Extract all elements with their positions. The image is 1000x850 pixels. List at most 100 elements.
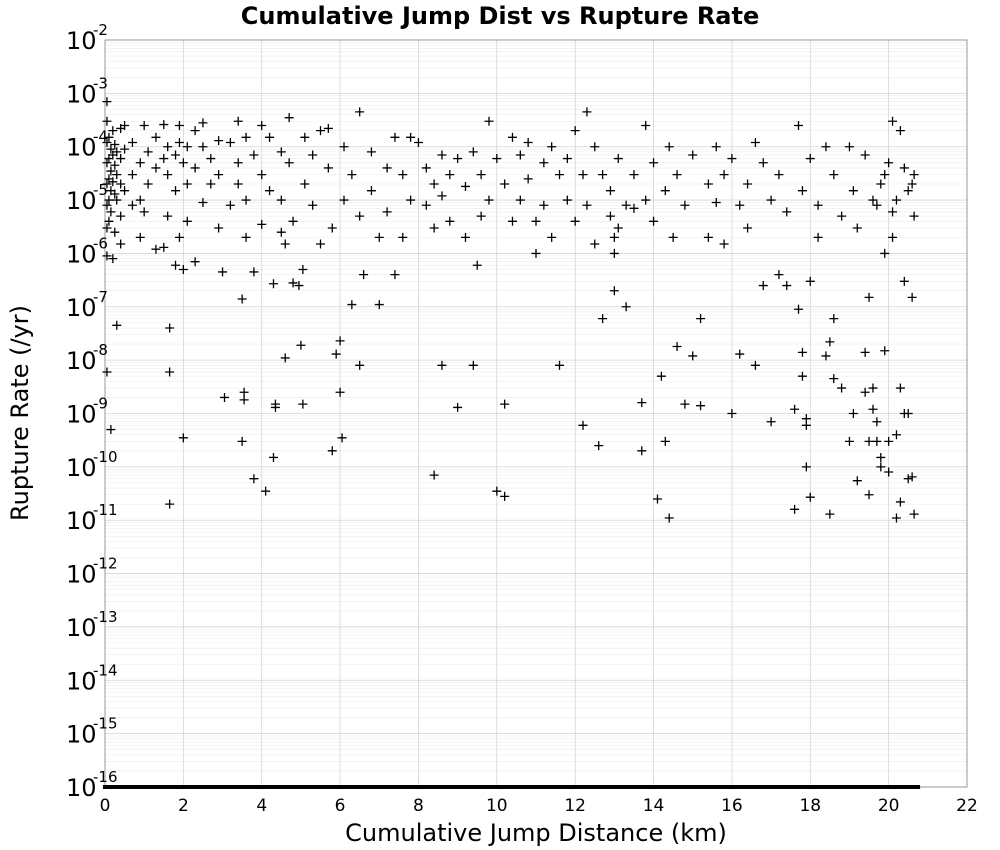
- data-point: [837, 383, 847, 393]
- y-tick-exponent: -13: [93, 608, 118, 626]
- data-point: [182, 216, 192, 226]
- data-point: [171, 186, 181, 196]
- data-point: [214, 170, 224, 180]
- data-point: [298, 399, 308, 409]
- data-point: [829, 314, 839, 324]
- y-tick-base: 10: [66, 347, 97, 375]
- data-point: [872, 436, 882, 446]
- data-point: [578, 420, 588, 430]
- data-point: [555, 360, 565, 370]
- y-axis-label: Rupture Rate (/yr): [6, 305, 34, 521]
- data-point: [237, 294, 247, 304]
- y-tick-exponent: -5: [93, 181, 108, 199]
- data-point: [609, 248, 619, 258]
- data-point: [308, 150, 318, 160]
- data-point: [637, 446, 647, 456]
- data-point: [359, 270, 369, 280]
- data-point: [515, 150, 525, 160]
- y-tick-base: 10: [66, 667, 97, 695]
- data-point: [884, 467, 894, 477]
- chart-title: Cumulative Jump Dist vs Rupture Rate: [241, 2, 760, 30]
- data-point: [484, 116, 494, 126]
- data-point: [374, 232, 384, 242]
- data-point: [102, 251, 112, 261]
- data-point: [719, 170, 729, 180]
- data-point: [703, 179, 713, 189]
- data-point: [507, 216, 517, 226]
- data-point: [711, 142, 721, 152]
- data-point: [445, 216, 455, 226]
- data-point: [547, 232, 557, 242]
- data-point: [664, 513, 674, 523]
- y-tick-base: 10: [66, 561, 97, 589]
- y-tick-exponent: -2: [93, 21, 108, 39]
- y-tick-base: 10: [66, 401, 97, 429]
- data-point: [555, 170, 565, 180]
- data-point: [323, 123, 333, 133]
- data-point: [159, 154, 169, 164]
- data-point: [860, 150, 870, 160]
- data-point: [163, 211, 173, 221]
- data-point: [206, 179, 216, 189]
- x-tick-label: 12: [564, 796, 586, 816]
- data-point: [813, 200, 823, 210]
- data-point: [500, 491, 510, 501]
- data-point: [406, 132, 416, 142]
- data-point: [531, 216, 541, 226]
- data-point: [135, 232, 145, 242]
- data-point: [190, 257, 200, 267]
- data-point: [909, 211, 919, 221]
- data-point: [582, 107, 592, 117]
- x-tick-label: 20: [878, 796, 900, 816]
- data-point: [249, 474, 259, 484]
- data-point: [106, 207, 116, 217]
- data-point: [437, 360, 447, 370]
- y-tick-label: 10-13: [66, 608, 118, 642]
- data-point: [805, 276, 815, 286]
- data-point: [163, 142, 173, 152]
- data-point: [116, 239, 126, 249]
- y-tick-label: 10-7: [66, 288, 108, 322]
- data-point: [225, 200, 235, 210]
- data-point: [127, 170, 137, 180]
- data-point: [621, 302, 631, 312]
- data-point: [102, 116, 112, 126]
- data-point: [805, 492, 815, 502]
- data-point: [790, 404, 800, 414]
- data-point: [492, 154, 502, 164]
- data-point: [108, 254, 118, 264]
- data-point: [151, 132, 161, 142]
- data-point: [797, 347, 807, 357]
- data-point: [649, 158, 659, 168]
- data-point: [116, 179, 126, 189]
- y-tick-label: 10-14: [66, 661, 118, 695]
- data-point: [102, 200, 112, 210]
- data-point: [688, 351, 698, 361]
- data-point: [347, 300, 357, 310]
- y-tick-label: 10-11: [66, 501, 118, 535]
- x-axis-ticks: 0 2 4 6 8 10 12 14 16 18 20 22: [100, 796, 978, 816]
- data-point: [805, 154, 815, 164]
- data-point: [288, 216, 298, 226]
- y-tick-base: 10: [66, 614, 97, 642]
- data-point: [237, 436, 247, 446]
- data-point: [884, 158, 894, 168]
- data-point: [261, 486, 271, 496]
- data-point: [782, 281, 792, 291]
- data-point: [629, 203, 639, 213]
- data-point: [143, 179, 153, 189]
- data-point: [102, 97, 112, 107]
- data-point: [468, 147, 478, 157]
- data-point: [104, 216, 114, 226]
- data-point: [206, 154, 216, 164]
- data-point: [468, 360, 478, 370]
- data-point: [116, 211, 126, 221]
- data-point: [198, 142, 208, 152]
- data-point: [801, 462, 811, 472]
- data-point: [598, 170, 608, 180]
- data-point: [884, 436, 894, 446]
- data-point: [257, 170, 267, 180]
- data-point: [453, 154, 463, 164]
- data-point: [106, 144, 116, 154]
